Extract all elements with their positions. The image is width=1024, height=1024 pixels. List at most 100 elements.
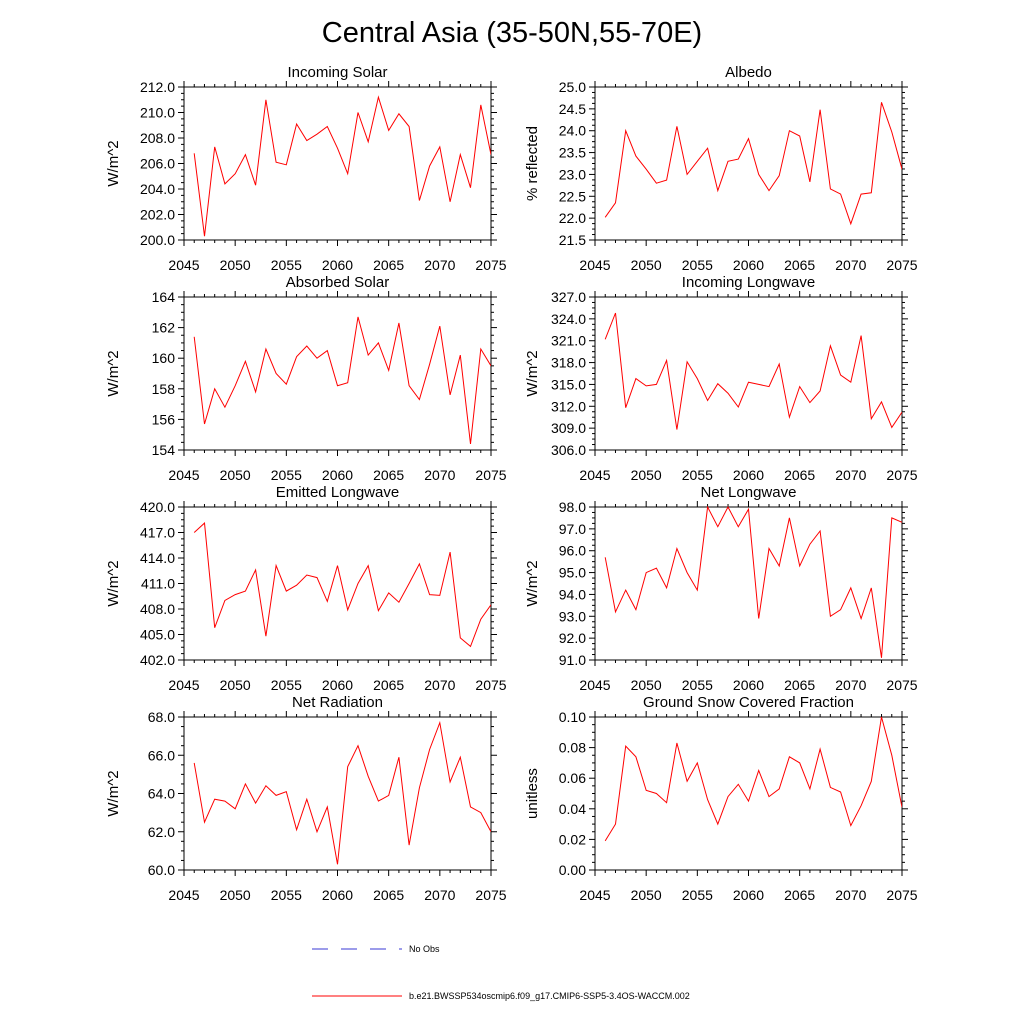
y-tick-label: 0.04 <box>559 801 586 817</box>
x-tick-label: 2045 <box>579 467 610 483</box>
plot-frame <box>183 716 492 871</box>
x-tick-label: 2070 <box>424 887 455 903</box>
x-tick-label: 2075 <box>475 677 506 693</box>
x-tick-label: 2070 <box>424 677 455 693</box>
x-tick-label: 2075 <box>886 887 917 903</box>
x-tick-label: 2075 <box>475 257 506 273</box>
legend-model-label: b.e21.BWSSP534oscmip6.f09_g17.CMIP6-SSP5… <box>409 991 690 1001</box>
panel-title: Emitted Longwave <box>276 484 399 501</box>
y-tick-label: 414.0 <box>140 550 175 566</box>
y-tick-label: 22.0 <box>559 210 586 226</box>
y-tick-label: 200.0 <box>140 232 175 248</box>
x-tick-label: 2065 <box>784 677 815 693</box>
panel-incoming-longwave: Incoming Longwave 306.0 309.0 312.0 315.0 318… <box>524 274 918 483</box>
plot-frame <box>594 296 903 451</box>
plot-frame <box>183 296 492 451</box>
y-tick-label: 420.0 <box>140 499 175 515</box>
y-tick-label: 97.0 <box>559 521 586 537</box>
x-tick-label: 2065 <box>373 887 404 903</box>
series-line-model <box>193 522 491 648</box>
x-tick-label: 2060 <box>322 467 353 483</box>
panel-absorbed-solar: Absorbed Solar 154 156 158 160 162 164 2045 2050… <box>105 274 507 483</box>
y-tick-label: 62.0 <box>148 824 175 840</box>
y-tick-label: 24.5 <box>559 101 586 117</box>
y-tick-label: 64.0 <box>148 786 175 802</box>
series-line-model <box>604 506 902 658</box>
y-axis-label: unitless <box>524 768 541 819</box>
panel-title: Albedo <box>725 64 772 81</box>
panels: Incoming Solar 200.0 202.0 204.0 206.0 208.0 2… <box>105 64 918 903</box>
x-tick-label: 2055 <box>271 677 302 693</box>
series-line-model <box>604 716 902 842</box>
panel-incoming-solar: Incoming Solar 200.0 202.0 204.0 206.0 208.0 2… <box>105 64 507 273</box>
panel-title: Ground Snow Covered Fraction <box>643 694 854 711</box>
x-tick-label: 2045 <box>579 257 610 273</box>
y-tick-label: 162 <box>152 320 176 336</box>
y-tick-label: 68.0 <box>148 709 175 725</box>
y-tick-label: 327.0 <box>551 289 586 305</box>
x-tick-label: 2060 <box>322 257 353 273</box>
y-axis-label: W/m^2 <box>524 350 541 396</box>
series-line-model <box>193 316 491 444</box>
y-tick-label: 66.0 <box>148 747 175 763</box>
x-tick-label: 2070 <box>835 257 866 273</box>
x-tick-label: 2065 <box>373 677 404 693</box>
x-tick-label: 2050 <box>631 467 662 483</box>
y-tick-label: 0.10 <box>559 709 586 725</box>
y-tick-label: 315.0 <box>551 376 586 392</box>
y-tick-label: 25.0 <box>559 79 586 95</box>
x-tick-label: 2065 <box>784 887 815 903</box>
y-tick-label: 0.06 <box>559 770 586 786</box>
x-tick-label: 2060 <box>322 677 353 693</box>
y-tick-label: 405.0 <box>140 627 175 643</box>
x-tick-label: 2065 <box>784 257 815 273</box>
panel-ground-snow-covered-fraction: Ground Snow Covered Fraction 0.00 0.02 0.04… <box>524 694 918 903</box>
x-tick-label: 2050 <box>220 467 251 483</box>
y-tick-label: 402.0 <box>140 652 175 668</box>
panel-title: Absorbed Solar <box>286 274 389 291</box>
y-tick-label: 92.0 <box>559 630 586 646</box>
x-tick-label: 2045 <box>579 887 610 903</box>
y-tick-label: 204.0 <box>140 181 175 197</box>
y-tick-label: 210.0 <box>140 105 175 121</box>
plot-frame <box>594 86 903 241</box>
x-tick-label: 2045 <box>168 887 199 903</box>
x-tick-label: 2045 <box>168 677 199 693</box>
x-tick-label: 2065 <box>784 467 815 483</box>
legend: No Obs b.e21.BWSSP534oscmip6.f09_g17.CMI… <box>312 944 690 1001</box>
series-line-model <box>193 720 491 865</box>
x-tick-label: 2055 <box>682 677 713 693</box>
y-tick-label: 324.0 <box>551 311 586 327</box>
y-tick-label: 408.0 <box>140 601 175 617</box>
y-axis-label: W/m^2 <box>105 560 122 606</box>
plot-frame <box>594 716 903 871</box>
x-tick-label: 2060 <box>733 677 764 693</box>
y-tick-label: 158 <box>152 381 176 397</box>
y-tick-label: 21.5 <box>559 232 586 248</box>
x-tick-label: 2070 <box>835 467 866 483</box>
y-tick-label: 0.08 <box>559 740 586 756</box>
y-tick-label: 206.0 <box>140 156 175 172</box>
y-tick-label: 94.0 <box>559 586 586 602</box>
y-tick-label: 160 <box>152 350 176 366</box>
x-tick-label: 2045 <box>168 467 199 483</box>
x-tick-label: 2070 <box>835 677 866 693</box>
panel-net-longwave: Net Longwave 91.0 92.0 93.0 94.0 95.0 96.0 97.0… <box>524 484 918 693</box>
y-axis-label: W/m^2 <box>105 770 122 816</box>
y-tick-label: 417.0 <box>140 525 175 541</box>
y-tick-label: 95.0 <box>559 565 586 581</box>
y-tick-label: 0.00 <box>559 862 586 878</box>
x-tick-label: 2075 <box>475 467 506 483</box>
y-axis-label: W/m^2 <box>105 350 122 396</box>
y-tick-label: 411.0 <box>141 576 175 592</box>
plot-frame <box>594 506 903 661</box>
x-tick-label: 2050 <box>220 257 251 273</box>
y-tick-label: 156 <box>152 411 176 427</box>
y-tick-label: 93.0 <box>559 608 586 624</box>
y-tick-label: 60.0 <box>148 862 175 878</box>
y-tick-label: 202.0 <box>140 207 175 223</box>
panel-albedo: Albedo 21.5 22.0 22.5 23.0 23.5 24.0 24.5 25.0 20… <box>524 64 918 273</box>
x-tick-label: 2045 <box>168 257 199 273</box>
x-tick-label: 2055 <box>682 257 713 273</box>
y-tick-label: 306.0 <box>551 442 586 458</box>
